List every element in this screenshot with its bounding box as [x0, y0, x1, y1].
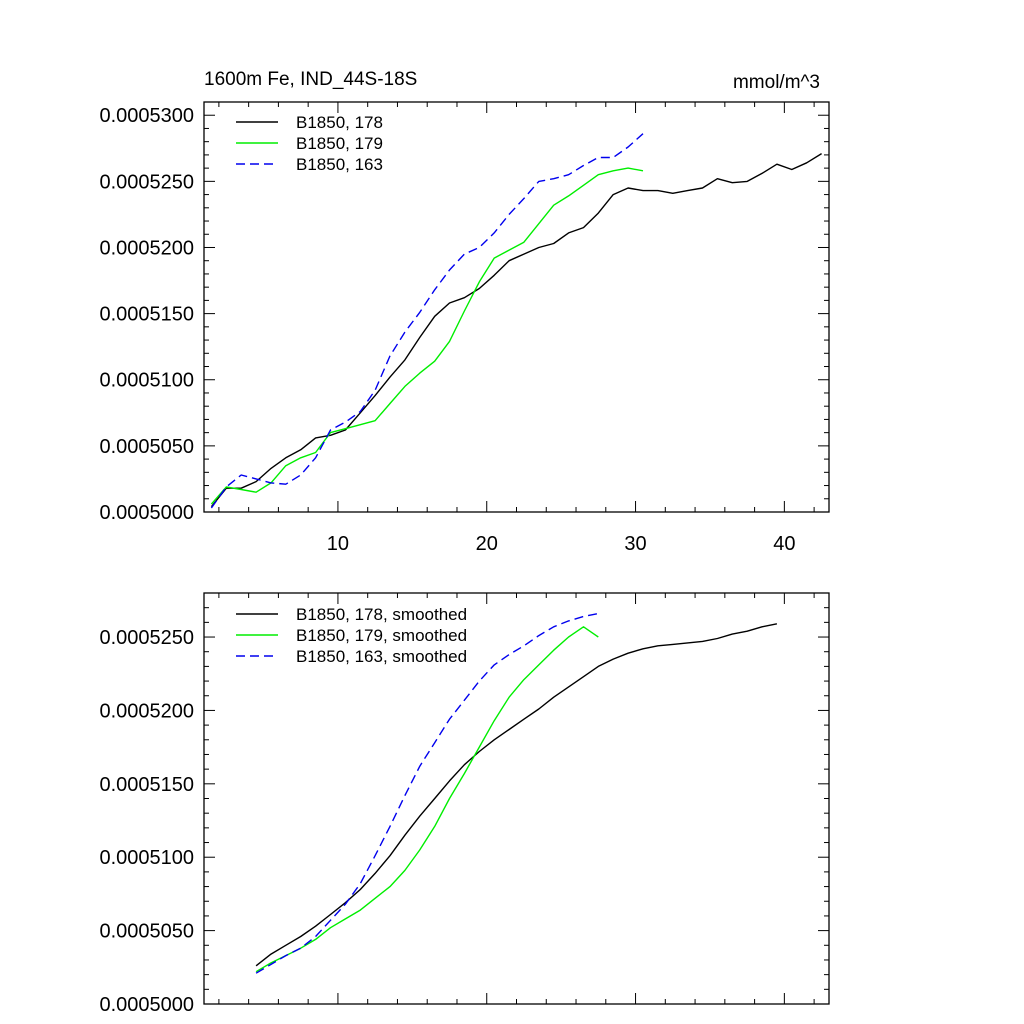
y-tick-label: 0.0005050 [99, 921, 194, 943]
x-tick-label: 40 [773, 533, 795, 555]
series-line-2 [255, 626, 599, 973]
y-tick-label: 0.0005200 [99, 237, 194, 259]
x-tick-label: 30 [624, 533, 646, 555]
plot-frame [203, 101, 830, 513]
x-tick-label: 10 [327, 533, 349, 555]
y-tick-label: 0.0005250 [99, 627, 194, 649]
series-line-2 [210, 167, 644, 505]
y-tick-label: 0.0005100 [99, 847, 194, 869]
axis-ticks [204, 101, 829, 513]
axis-ticks [204, 592, 829, 1005]
series-line-1 [210, 153, 822, 508]
series-line-3 [210, 133, 644, 509]
y-tick-label: 0.0005050 [99, 436, 194, 458]
chart-title: 1600m Fe, IND_44S-18S [204, 69, 417, 90]
bottom-chart-panel: B1850, 178, smoothed B1850, 179, smoothed… [99, 592, 830, 1016]
legend-label: B1850, 178 [296, 113, 383, 132]
y-tick-labels: 0.0005000 0.0005050 0.0005100 0.0005150 0.00… [99, 627, 194, 1016]
series-lines [255, 612, 778, 974]
chart-units: mmol/m^3 [733, 72, 820, 93]
legend-label: B1850, 163 [296, 155, 383, 174]
series-lines [210, 133, 822, 509]
y-tick-label: 0.0005100 [99, 370, 194, 392]
y-tick-label: 0.0005150 [99, 774, 194, 796]
top-chart-panel: 1600m Fe, IND_44S-18S mmol/m^3 B1850, 17… [99, 69, 830, 555]
series-line-3 [255, 612, 599, 974]
y-tick-label: 0.0005300 [99, 105, 194, 127]
legend-label: B1850, 179 [296, 134, 383, 153]
legend-label: B1850, 163, smoothed [296, 647, 467, 666]
legend: B1850, 178, smoothed B1850, 179, smoothed… [236, 605, 467, 666]
y-tick-label: 0.0005200 [99, 700, 194, 722]
plot-frame [203, 592, 830, 1005]
x-tick-label: 20 [476, 533, 498, 555]
y-tick-label: 0.0005000 [99, 994, 194, 1016]
x-tick-labels: 10 20 30 40 [327, 533, 796, 555]
y-tick-label: 0.0005000 [99, 502, 194, 524]
legend-label: B1850, 178, smoothed [296, 605, 467, 624]
legend: B1850, 178 B1850, 179 B1850, 163 [236, 113, 383, 174]
y-tick-label: 0.0005150 [99, 304, 194, 326]
y-tick-label: 0.0005250 [99, 171, 194, 193]
y-tick-labels: 0.0005000 0.0005050 0.0005100 0.0005150 0.00… [99, 105, 194, 524]
legend-label: B1850, 179, smoothed [296, 626, 467, 645]
series-line-1 [255, 623, 778, 967]
